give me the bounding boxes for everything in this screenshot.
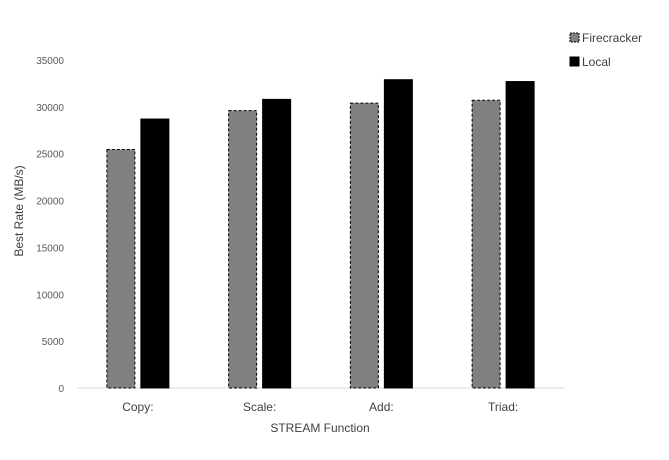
bar-local (262, 98, 292, 389)
y-tick-label: 0 (58, 384, 64, 395)
bar-firecracker (106, 148, 136, 389)
bar-local (505, 81, 535, 389)
y-tick-label: 5000 (42, 337, 65, 348)
bar-local (383, 79, 413, 389)
x-tick-label: Add: (369, 400, 394, 414)
y-tick-label: 30000 (36, 103, 64, 114)
legend: Firecracker Local (569, 31, 642, 69)
bars (106, 79, 535, 389)
bar-local (140, 118, 170, 389)
x-axis-ticks: Copy: Scale: Add: Triad: (122, 400, 518, 414)
y-tick-label: 15000 (36, 243, 64, 254)
legend-swatch (569, 32, 580, 43)
legend-label: Local (582, 55, 611, 69)
y-axis-ticks: 0 5000 10000 15000 20000 25000 30000 35000 (36, 56, 64, 395)
x-tick-label: Scale: (243, 400, 276, 414)
x-axis-title: STREAM Function (270, 421, 369, 435)
y-tick-label: 20000 (36, 197, 64, 208)
legend-label: Firecracker (582, 31, 642, 45)
x-tick-label: Copy: (122, 400, 153, 414)
y-tick-label: 25000 (36, 150, 64, 161)
y-axis-title: Best Rate (MB/s) (12, 165, 26, 256)
bar-firecracker (349, 102, 379, 389)
bar-firecracker (228, 110, 258, 389)
y-tick-label: 10000 (36, 290, 64, 301)
legend-swatch (569, 56, 580, 67)
y-tick-label: 35000 (36, 56, 64, 67)
x-tick-label: Triad: (488, 400, 518, 414)
bar-firecracker (471, 99, 501, 389)
